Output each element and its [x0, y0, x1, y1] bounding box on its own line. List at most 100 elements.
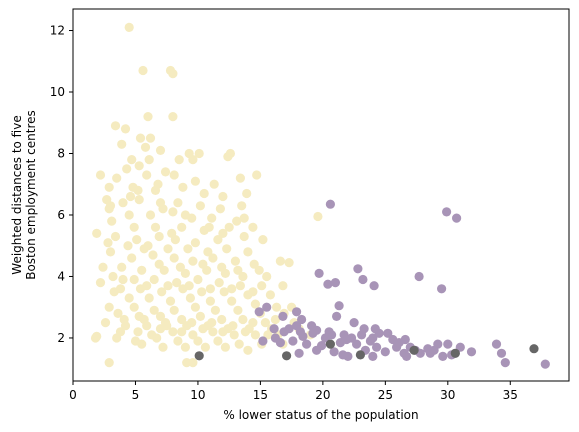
data-point: [254, 307, 264, 317]
data-point: [129, 302, 139, 312]
data-point: [158, 204, 168, 214]
data-point: [294, 348, 304, 358]
data-point: [183, 244, 193, 254]
data-point: [540, 359, 550, 369]
data-point: [107, 216, 117, 226]
data-point: [414, 271, 424, 282]
y-axis-label: Weighted distances to five Boston employ…: [10, 110, 38, 280]
data-point: [455, 342, 465, 352]
data-point: [308, 328, 318, 338]
data-point: [365, 336, 375, 346]
data-point: [207, 213, 217, 223]
data-point: [374, 328, 384, 338]
data-point: [238, 271, 248, 282]
data-point: [352, 339, 362, 349]
data-point: [177, 327, 187, 337]
data-point: [194, 351, 204, 361]
data-point: [134, 195, 144, 205]
data-point: [188, 155, 198, 165]
data-point: [140, 142, 151, 152]
data-point: [450, 348, 460, 358]
data-point: [209, 179, 219, 189]
data-point: [230, 256, 240, 266]
data-point: [297, 314, 307, 325]
data-point: [282, 351, 292, 361]
x-tick-label: 10: [190, 388, 205, 402]
data-point: [312, 345, 322, 355]
data-point: [198, 324, 208, 334]
data-point: [272, 302, 282, 312]
y-axis-label-line-1: Weighted distances to five: [10, 115, 24, 274]
data-point: [329, 347, 339, 357]
data-point: [119, 314, 129, 325]
data-point: [258, 235, 268, 245]
data-point: [233, 265, 243, 275]
data-point: [174, 155, 184, 165]
data-point: [238, 314, 248, 325]
data-point: [323, 279, 333, 289]
data-point: [438, 351, 448, 361]
data-point: [250, 299, 260, 309]
data-point: [139, 314, 149, 325]
x-axis-ticks: 0 5 10 15 20 25 30 35: [69, 381, 518, 402]
data-point: [263, 330, 273, 340]
data-point: [112, 173, 122, 183]
y-tick-label: 10: [50, 85, 65, 99]
data-point: [103, 238, 113, 248]
data-point: [138, 65, 148, 76]
data-point: [112, 333, 122, 343]
data-point: [98, 262, 108, 272]
points-layer: [90, 22, 550, 369]
data-point: [118, 198, 128, 208]
data-point: [239, 213, 249, 223]
data-point: [145, 133, 156, 143]
data-point: [124, 22, 134, 32]
data-point: [298, 331, 308, 341]
data-point: [133, 185, 143, 195]
data-point: [260, 318, 270, 328]
data-point: [332, 311, 342, 321]
data-point: [269, 324, 279, 334]
data-point: [184, 281, 194, 291]
data-point: [129, 222, 139, 232]
data-point: [292, 321, 302, 331]
x-tick-label: 5: [132, 388, 140, 402]
data-point: [188, 330, 198, 340]
data-point: [258, 336, 268, 346]
data-point: [210, 305, 220, 315]
data-point: [249, 259, 259, 269]
data-point: [110, 231, 121, 242]
data-point: [118, 274, 128, 285]
x-tick-label: 15: [253, 388, 268, 402]
data-point: [394, 338, 404, 348]
data-point: [222, 244, 232, 254]
data-point: [105, 247, 116, 257]
data-point: [165, 296, 176, 306]
x-axis-label: % lower status of the population: [223, 408, 418, 422]
x-tick-label: 35: [503, 388, 518, 402]
data-point: [237, 201, 247, 211]
data-point: [327, 330, 337, 340]
data-point: [154, 259, 164, 269]
data-point: [279, 327, 289, 337]
data-point: [173, 336, 183, 346]
x-tick-label: 20: [315, 388, 330, 402]
data-point: [155, 324, 166, 334]
data-point: [242, 188, 252, 199]
data-point: [188, 256, 198, 266]
data-point: [369, 281, 379, 291]
data-point: [338, 350, 348, 360]
data-point: [292, 307, 302, 317]
data-point: [208, 327, 218, 337]
data-point: [257, 281, 267, 291]
data-point: [144, 293, 154, 303]
data-point: [143, 112, 153, 122]
data-point: [122, 164, 132, 174]
data-point: [198, 259, 208, 269]
data-point: [239, 231, 249, 242]
data-point: [109, 287, 119, 297]
data-point: [123, 241, 133, 251]
data-point: [232, 216, 242, 226]
data-point: [402, 351, 412, 361]
